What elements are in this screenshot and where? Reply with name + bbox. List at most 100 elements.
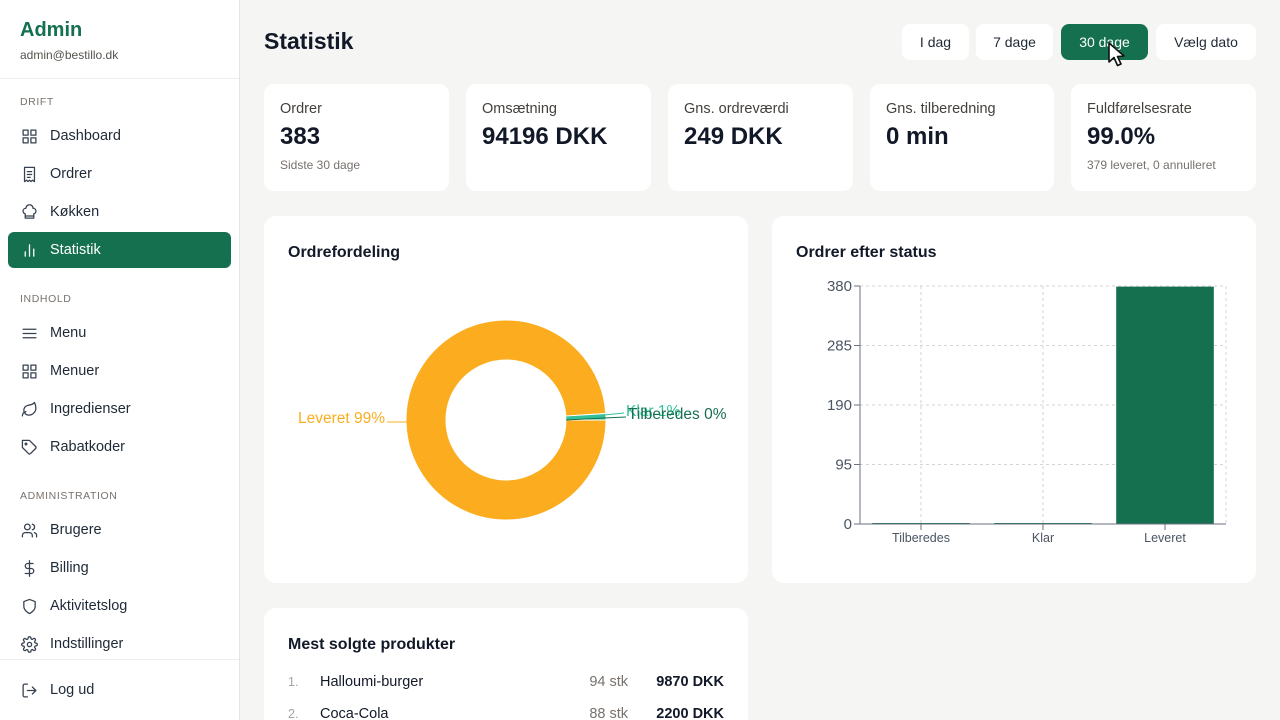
leaf-icon bbox=[20, 400, 38, 418]
order-distribution-panel: Ordrefordeling Leveret 99% Klar 1% Tilbere… bbox=[264, 216, 748, 583]
dollar-icon bbox=[20, 559, 38, 577]
y-tick-label: 285 bbox=[827, 338, 852, 355]
sidebar-item-menu[interactable]: Menu bbox=[8, 315, 231, 351]
donut-leader-line bbox=[387, 419, 410, 423]
list-item: 2. Coca-Cola 88 stk 2200 DKK bbox=[288, 706, 724, 720]
sidebar-item-indstillinger[interactable]: Indstillinger bbox=[8, 626, 231, 662]
grid-icon bbox=[20, 362, 38, 380]
users-icon bbox=[20, 521, 38, 539]
product-qty: 94 stk bbox=[589, 674, 628, 690]
brand-title: Admin bbox=[20, 19, 83, 41]
product-amount: 2200 DKK bbox=[656, 706, 724, 720]
stat-card-revenue: Omsætning 94196 DKK bbox=[466, 84, 651, 191]
stat-value: 383 bbox=[280, 123, 321, 150]
sidebar-item-label: Ingredienser bbox=[50, 401, 131, 417]
mouse-cursor-icon bbox=[1108, 42, 1125, 67]
page-title: Statistik bbox=[264, 28, 354, 54]
stat-value: 99.0% bbox=[1087, 123, 1156, 150]
panel-title: Ordrefordeling bbox=[288, 244, 401, 261]
product-rank: 1. bbox=[288, 675, 299, 689]
sidebar-item-label: Ordrer bbox=[50, 166, 92, 182]
sidebar-item-ingredienser[interactable]: Ingredienser bbox=[8, 391, 231, 427]
sidebar-item-label: Billing bbox=[50, 560, 89, 576]
donut-leader-line bbox=[565, 412, 625, 418]
brand-email: admin@bestillo.dk bbox=[20, 48, 119, 62]
orders-by-status-panel: Ordrer efter status 0 95 190 285 380 Tilbered… bbox=[772, 216, 1256, 583]
bar-chart: 0 95 190 285 380 Tilberedes Klar Leveret bbox=[827, 278, 1227, 545]
section-label-administration: ADMINISTRATION bbox=[20, 490, 118, 502]
sidebar-item-kokken[interactable]: Køkken bbox=[8, 194, 231, 230]
stat-label: Gns. tilberedning bbox=[886, 101, 996, 117]
x-tick-label: Klar bbox=[1032, 531, 1054, 545]
range-button-7-days[interactable]: 7 dage bbox=[976, 24, 1053, 60]
list-item: 1. Halloumi-burger 94 stk 9870 DKK bbox=[288, 674, 724, 694]
gear-icon bbox=[20, 635, 38, 653]
stat-card-avg-order-value: Gns. ordreværdi 249 DKK bbox=[668, 84, 853, 191]
stat-label: Ordrer bbox=[280, 101, 322, 117]
sidebar-item-aktivitetslog[interactable]: Aktivitetslog bbox=[8, 588, 231, 624]
panel-title: Ordrer efter status bbox=[796, 244, 937, 261]
sidebar-item-label: Rabatkoder bbox=[50, 439, 125, 455]
product-rank: 2. bbox=[288, 707, 299, 720]
donut-leader-line bbox=[565, 416, 627, 421]
range-button-choose-date[interactable]: Vælg dato bbox=[1156, 24, 1256, 60]
range-button-30-days[interactable]: 30 dage bbox=[1061, 24, 1148, 60]
sidebar-item-label: Køkken bbox=[50, 204, 100, 220]
sidebar-item-label: Aktivitetslog bbox=[50, 598, 128, 614]
sidebar-item-ordrer[interactable]: Ordrer bbox=[8, 156, 231, 192]
donut-label-klar: Klar 1% bbox=[626, 403, 680, 420]
logout-icon bbox=[20, 681, 38, 699]
sidebar-item-menuer[interactable]: Menuer bbox=[8, 353, 231, 389]
stat-sub: Sidste 30 dage bbox=[280, 158, 361, 172]
x-tick-label: Tilberedes bbox=[892, 531, 950, 545]
bar-chart-icon bbox=[20, 241, 38, 259]
menu-lines-icon bbox=[20, 324, 38, 342]
sidebar-item-billing[interactable]: Billing bbox=[8, 550, 231, 586]
tag-icon bbox=[20, 438, 38, 456]
stat-label: Gns. ordreværdi bbox=[684, 101, 789, 117]
stat-value: 249 DKK bbox=[684, 123, 783, 150]
stat-card-avg-prep-time: Gns. tilberedning 0 min bbox=[870, 84, 1054, 191]
stat-card-orders: Ordrer 383 Sidste 30 dage bbox=[264, 84, 449, 191]
sidebar-item-rabatkoder[interactable]: Rabatkoder bbox=[8, 429, 231, 465]
sidebar-item-brugere[interactable]: Brugere bbox=[8, 512, 231, 548]
donut-chart: Leveret 99% Klar 1%Tilberedes 0% bbox=[298, 319, 727, 521]
sidebar-item-label: Indstillinger bbox=[50, 636, 124, 652]
y-tick-label: 95 bbox=[835, 457, 852, 474]
stat-value: 94196 DKK bbox=[482, 123, 608, 150]
chef-hat-icon bbox=[20, 203, 38, 221]
range-button-today[interactable]: I dag bbox=[902, 24, 969, 60]
shield-icon bbox=[20, 597, 38, 615]
brand: Admin admin@bestillo.dk bbox=[0, 0, 239, 79]
stat-sub: 379 leveret, 0 annulleret bbox=[1087, 158, 1216, 172]
section-label-drift: DRIFT bbox=[20, 96, 54, 108]
panel-title: Mest solgte produkter bbox=[288, 636, 456, 653]
y-tick-label: 190 bbox=[827, 397, 852, 414]
donut-label-leveret: Leveret 99% bbox=[298, 410, 385, 427]
donut-slice-leveret bbox=[405, 319, 607, 521]
stat-value: 0 min bbox=[886, 123, 949, 150]
stat-label: Omsætning bbox=[482, 101, 557, 117]
sidebar-item-label: Menu bbox=[50, 325, 87, 341]
x-tick-label: Leveret bbox=[1144, 531, 1186, 545]
product-qty: 88 stk bbox=[589, 706, 628, 720]
stat-label: Fuldførelsesrate bbox=[1087, 101, 1192, 117]
product-name: Halloumi-burger bbox=[320, 674, 424, 690]
sidebar-item-statistik[interactable]: Statistik bbox=[8, 232, 231, 268]
sidebar-item-label: Dashboard bbox=[50, 128, 121, 144]
donut-label-tilberedes: Tilberedes 0% bbox=[628, 406, 727, 423]
y-tick-label: 0 bbox=[844, 516, 852, 533]
sidebar: Admin admin@bestillo.dk DRIFT Dashboard … bbox=[0, 0, 240, 720]
sidebar-item-label: Brugere bbox=[50, 522, 102, 538]
logout-button[interactable]: Log ud bbox=[8, 672, 231, 708]
sidebar-item-dashboard[interactable]: Dashboard bbox=[8, 118, 231, 154]
bar-leveret bbox=[1116, 286, 1214, 524]
product-amount: 9870 DKK bbox=[656, 674, 724, 690]
sidebar-item-label: Menuer bbox=[50, 363, 100, 379]
grid-icon bbox=[20, 127, 38, 145]
y-tick-label: 380 bbox=[827, 278, 852, 295]
section-label-indhold: INDHOLD bbox=[20, 293, 72, 305]
product-name: Coca-Cola bbox=[320, 706, 389, 720]
stat-card-completion-rate: Fuldførelsesrate 99.0% 379 leveret, 0 an… bbox=[1071, 84, 1256, 191]
logout-label: Log ud bbox=[50, 682, 95, 698]
